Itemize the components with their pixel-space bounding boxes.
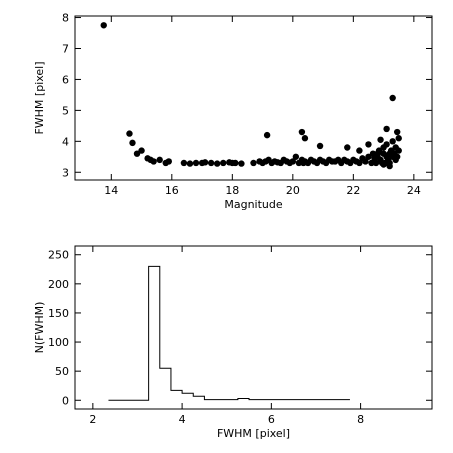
y-tick-label: 0 [62,394,69,407]
scatter-point [368,159,375,167]
scatter-point [395,147,402,154]
scatter-point [386,162,393,170]
scatter-point [374,150,381,157]
y-tick-label: 100 [48,336,69,349]
x-tick-label: 4 [179,413,186,426]
scatter-point [126,130,133,137]
x-tick-label: 22 [346,184,360,197]
scatter-point [150,158,157,165]
y-axis-label: N(FWHM) [33,302,46,354]
scatter-point [180,159,188,167]
y-axis-label: FWHM [pixel] [33,61,46,134]
scatter-point [156,156,163,164]
scatter-point [232,159,239,167]
scatter-point [362,158,369,165]
scatter-point [389,138,396,145]
scatter-point [365,153,372,160]
x-tick-label: 20 [286,184,300,197]
scatter-point [380,161,387,168]
plot-frame [74,15,433,181]
scatter-point [186,160,194,167]
scatter-point [292,153,300,160]
scatter-panel: 14 16 18 20 22 24 3 4 5 6 7 8 Magnitude FWHM [pixel] [33,12,433,211]
y-tick-label: 5 [62,104,69,117]
scatter-point [394,128,401,136]
scatter-point [316,142,324,150]
scatter-point [389,94,396,102]
scatter-point [100,22,107,29]
scatter-point [372,159,380,167]
scatter-point [356,159,363,167]
x-tick-label: 16 [165,184,179,197]
histogram-panel: 2 4 6 8 0 50 100 150 200 250 FWHM [pixel] N(FWHM) [33,245,433,440]
y-tick-label: 150 [48,307,69,320]
y-tick-label: 50 [55,365,69,378]
x-tick-label: 18 [225,184,239,197]
scatter-point [192,159,200,167]
x-tick-label: 24 [407,184,421,197]
y-tick-label: 4 [62,135,69,148]
scatter-point [220,159,227,167]
scatter-point [383,125,390,133]
scatter-point [383,141,390,148]
x-tick-label: 8 [357,413,364,426]
y-tick-label: 200 [48,278,69,291]
x-axis-label: Magnitude [224,198,283,211]
plot-frame [74,245,433,410]
scatter-point [138,147,145,154]
scatter-point [129,139,136,147]
y-tick-label: 6 [62,73,69,86]
y-tick-label: 8 [62,12,69,25]
scatter-point [207,159,215,167]
scatter-point [250,159,257,167]
scatter-point [133,150,141,157]
scatter-point [201,159,209,166]
scatter-point [344,144,351,151]
scatter-point [165,158,172,165]
y-tick-label: 3 [62,166,69,179]
scatter-point [356,147,363,154]
y-tick-label: 250 [48,249,69,262]
x-axis-label: FWHM [pixel] [217,427,290,440]
x-tick-label: 14 [104,184,118,197]
scatter-point [289,158,297,165]
scatter-point [298,128,306,136]
x-tick-label: 6 [268,413,275,426]
scatter-point [377,136,384,143]
scatter-point [238,160,245,167]
scatter-point [263,131,271,139]
scatter-point [301,135,309,142]
scatter-point [365,141,372,148]
histogram-step-line [108,265,350,401]
scatter-point [394,153,401,160]
y-tick-label: 7 [62,42,69,55]
scatter-point [213,160,221,167]
x-tick-label: 2 [89,413,96,426]
scatter-point [395,135,402,142]
